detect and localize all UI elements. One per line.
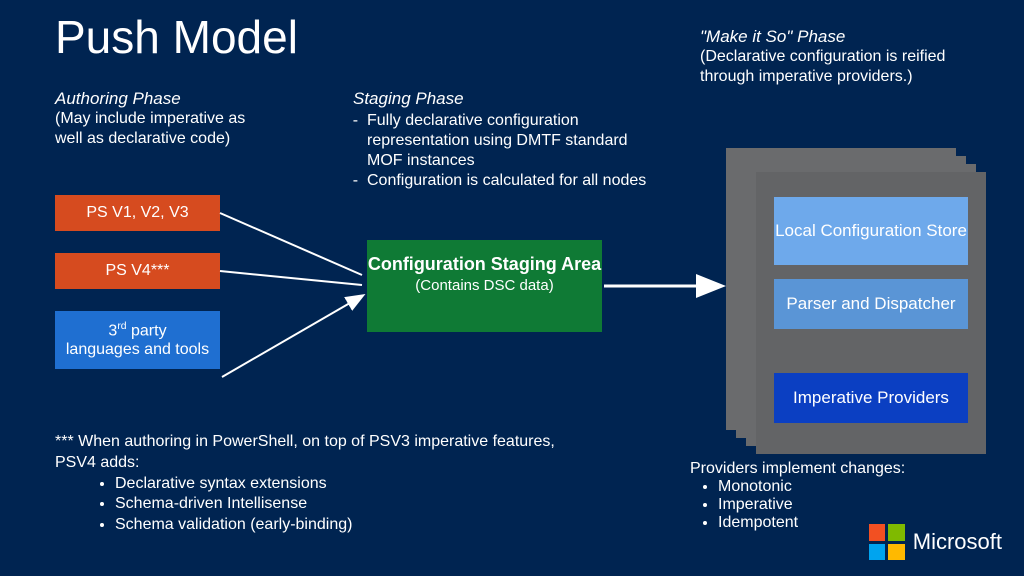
inner-box-imperative-prov: Imperative Providers [774,373,968,423]
providers-lead: Providers implement changes: [690,460,940,478]
staging-phase-header: Staging Phase Fully declarative configur… [353,89,653,191]
stack-layer-1: Local Configuration Store Parser and Dis… [756,172,986,454]
footnote-lead: *** When authoring in PowerShell, on top… [55,432,575,474]
third-line1a: 3 [108,322,117,339]
authoring-boxes: PS V1, V2, V3 PS V4*** 3rd party languag… [55,195,220,369]
makeit-desc: (Declarative configuration is reified th… [700,47,990,87]
arrow-ps123 [220,213,362,275]
providers-text: Providers implement changes: Monotonic I… [690,460,940,532]
providers-b1: Monotonic [718,478,940,496]
config-box-subtitle: (Contains DSC data) [367,277,602,294]
makeit-phase-header: "Make it So" Phase (Declarative configur… [700,27,990,87]
staging-bullet-2: Configuration is calculated for all node… [367,171,653,191]
config-staging-box: Configuration Staging Area (Contains DSC… [367,240,602,332]
footnote: *** When authoring in PowerShell, on top… [55,432,575,536]
slide-title: Push Model [55,10,298,64]
microsoft-logo: Microsoft [869,524,1002,560]
microsoft-logo-icon [869,524,905,560]
staging-bullet-1: Fully declarative configuration represen… [367,111,653,171]
inner-box-local-config: Local Configuration Store [774,197,968,265]
providers-b2: Imperative [718,496,940,514]
box-third-party: 3rd party languages and tools [55,311,220,369]
config-box-title: Configuration Staging Area [367,254,602,275]
makeit-heading: "Make it So" Phase [700,27,990,47]
third-line1b: party [127,322,167,339]
arrow-third-party [222,296,362,377]
authoring-desc: (May include imperative as well as decla… [55,109,265,149]
staging-heading: Staging Phase [353,89,653,109]
footnote-b1: Declarative syntax extensions [115,474,575,495]
authoring-phase-header: Authoring Phase (May include imperative … [55,89,265,149]
inner-box-parser-dispatcher: Parser and Dispatcher [774,279,968,329]
node-stack: Local Configuration Store Parser and Dis… [726,148,986,453]
box-psv4: PS V4*** [55,253,220,289]
footnote-b3: Schema validation (early-binding) [115,515,575,536]
third-sup: rd [117,321,126,332]
box-ps123: PS V1, V2, V3 [55,195,220,231]
footnote-b2: Schema-driven Intellisense [115,494,575,515]
third-line2: languages and tools [66,341,209,358]
microsoft-logo-word: Microsoft [913,529,1002,555]
authoring-heading: Authoring Phase [55,89,265,109]
arrow-psv4 [220,271,362,285]
